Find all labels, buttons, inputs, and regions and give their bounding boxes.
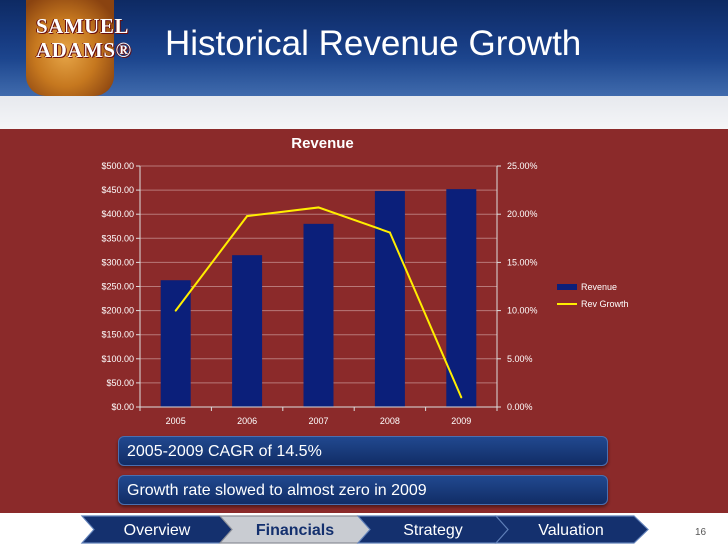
- chart-panel: Revenue $0.00 $50.00 $100.00 $150.00 $200.00 $…: [0, 129, 728, 513]
- y-right-tick-label: 10.00%: [507, 306, 538, 316]
- header-bar: SAMUEL ADAMS® Historical Revenue Growth: [0, 0, 728, 96]
- y-left-tick-label: $50.00: [106, 378, 134, 388]
- chart-title: Revenue: [291, 135, 354, 152]
- brand-logo-bottom: ADAMS®: [36, 38, 132, 62]
- beer-glass-image: [26, 0, 114, 96]
- y-left-tick-label: $100.00: [101, 354, 134, 364]
- nav-tab-overview[interactable]: Overview: [80, 515, 235, 544]
- y-left-tick-label: $300.00: [101, 257, 134, 267]
- revenue-bar: [303, 223, 334, 407]
- rev-growth-point: [388, 231, 391, 234]
- header-shine: [0, 58, 728, 96]
- x-tick-label: 2007: [308, 416, 328, 426]
- revenue-chart: Revenue $0.00 $50.00 $100.00 $150.00 $200.00 $…: [101, 135, 629, 426]
- section-nav-tabs: Overview Financials Strategy Valuation: [80, 515, 649, 544]
- callout-cagr: 2005-2009 CAGR of 14.5%: [118, 436, 608, 466]
- y-right-tick-label: 5.00%: [507, 354, 533, 364]
- legend-growth-label: Rev Growth: [581, 299, 629, 309]
- y-right-tick-label: 0.00%: [507, 402, 533, 412]
- rev-growth-point: [460, 396, 463, 399]
- x-tick-label: 2006: [237, 416, 257, 426]
- brand-logo-top: SAMUEL: [36, 14, 129, 38]
- rev-growth-point: [174, 309, 177, 312]
- y-right-tick-label: 25.00%: [507, 161, 538, 171]
- section-nav: Overview Financials Strategy Valuation 16: [0, 513, 728, 546]
- nav-tab-label: Valuation: [538, 522, 604, 539]
- page-title: Historical Revenue Growth: [165, 24, 582, 63]
- nav-tab-label: Overview: [124, 522, 191, 539]
- nav-tab-shape: [494, 515, 649, 544]
- y-left-tick-label: $350.00: [101, 233, 134, 243]
- y-left-tick-label: $0.00: [111, 402, 134, 412]
- y-left-tick-label: $250.00: [101, 282, 134, 292]
- x-tick-label: 2008: [380, 416, 400, 426]
- y-right-tick-label: 15.00%: [507, 257, 538, 267]
- revenue-bar: [374, 191, 405, 407]
- y-left-tick-label: $450.00: [101, 185, 134, 195]
- revenue-bar: [232, 255, 263, 407]
- nav-tab-label: Strategy: [403, 522, 463, 539]
- nav-tab-financials[interactable]: Financials: [218, 515, 373, 544]
- legend-revenue-swatch: [557, 284, 577, 290]
- revenue-bar: [446, 189, 477, 407]
- x-tick-label: 2005: [166, 416, 186, 426]
- legend-revenue-label: Revenue: [581, 282, 617, 292]
- y-right-tick-label: 20.00%: [507, 209, 538, 219]
- y-left-tick-label: $500.00: [101, 161, 134, 171]
- callout-growth-slowdown: Growth rate slowed to almost zero in 200…: [118, 475, 608, 505]
- subheader-band: [0, 96, 728, 129]
- nav-tab-label: Financials: [256, 522, 334, 539]
- page-number: 16: [695, 527, 707, 538]
- nav-tab-strategy[interactable]: Strategy: [356, 515, 511, 544]
- y-left-tick-label: $200.00: [101, 306, 134, 316]
- y-left-tick-label: $400.00: [101, 209, 134, 219]
- y-left-tick-label: $150.00: [101, 330, 134, 340]
- nav-tab-valuation[interactable]: Valuation: [494, 515, 649, 544]
- rev-growth-point: [246, 215, 249, 218]
- x-tick-label: 2009: [451, 416, 471, 426]
- rev-growth-point: [317, 206, 320, 209]
- revenue-bar: [160, 280, 191, 407]
